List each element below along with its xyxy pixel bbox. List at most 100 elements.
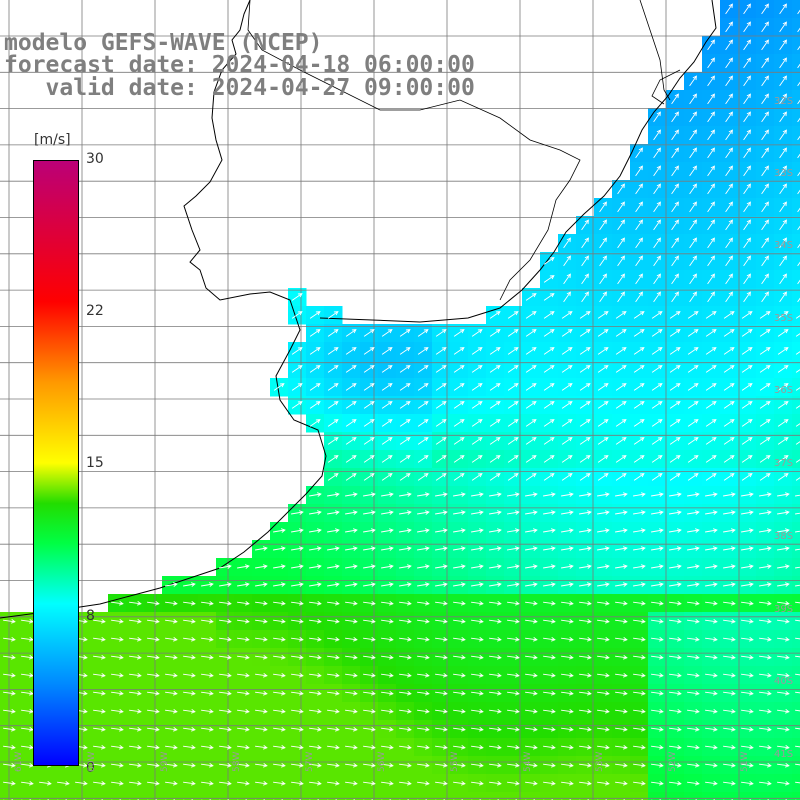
wind-cell: [270, 792, 289, 800]
wind-arrow: [795, 745, 800, 748]
wind-arrow: [327, 637, 340, 642]
wind-arrow: [93, 655, 106, 660]
wind-arrow: [741, 763, 754, 768]
wind-cell: [792, 360, 800, 379]
wind-arrow: [561, 473, 573, 481]
wind-arrow: [525, 383, 537, 391]
wind-arrow: [797, 135, 800, 141]
wind-arrow: [797, 81, 800, 87]
wind-arrow: [255, 637, 268, 642]
wind-arrow: [579, 691, 592, 696]
wind-arrow: [3, 673, 16, 678]
wind-arrow: [489, 437, 501, 445]
wind-arrow: [417, 546, 430, 551]
wind-arrow: [705, 365, 717, 373]
wind-arrow: [489, 329, 501, 337]
wind-arrow: [507, 601, 520, 606]
wind-arrow: [687, 673, 700, 678]
wind-arrow: [417, 510, 430, 515]
wind-arrow: [651, 745, 664, 750]
wind-arrow: [707, 93, 715, 105]
wind-arrow: [327, 673, 340, 678]
wind-arrow: [743, 165, 751, 177]
wind-arrow: [779, 255, 787, 267]
wind-arrow: [633, 546, 646, 551]
wind-arrow: [309, 637, 322, 642]
lon-label: 54W: [523, 751, 533, 772]
wind-arrow: [417, 582, 430, 587]
wind-arrow: [453, 745, 466, 750]
wind-arrow: [797, 171, 800, 177]
wind-arrow: [741, 637, 754, 642]
wind-arrow: [345, 473, 357, 481]
wind-arrow: [399, 437, 411, 445]
wind-arrow: [797, 45, 800, 51]
wind-arrow: [797, 189, 800, 195]
wind-arrow: [597, 311, 609, 319]
wind-arrow: [525, 401, 537, 409]
wind-arrow: [741, 655, 754, 660]
wind-arrow: [579, 510, 592, 515]
wind-arrow: [363, 347, 375, 355]
wind-arrow: [635, 219, 643, 231]
wind-arrow: [435, 564, 448, 569]
wind-arrow: [291, 673, 304, 678]
wind-arrow: [255, 601, 268, 606]
wind-arrow: [669, 655, 682, 660]
lon-label: 51W: [740, 751, 750, 772]
wind-arrow: [669, 311, 681, 319]
wind-arrow: [761, 255, 769, 267]
wind-arrow: [705, 691, 718, 696]
wind-arrow: [327, 329, 339, 337]
wind-arrow: [597, 763, 610, 768]
wind-arrow: [543, 673, 556, 678]
wind-arrow: [761, 3, 769, 15]
wind-arrow: [399, 492, 412, 497]
wind-cell: [612, 792, 631, 800]
wind-arrow: [669, 763, 682, 768]
wind-arrow: [651, 437, 663, 445]
wind-arrow: [327, 437, 339, 445]
wind-arrow: [633, 419, 645, 427]
wind-cell: [396, 792, 415, 800]
wind-arrow: [165, 582, 178, 587]
wind-arrow: [381, 673, 394, 678]
wind-arrow: [777, 347, 789, 355]
wind-arrow: [759, 691, 772, 696]
wind-arrow: [779, 21, 787, 33]
wind-arrow: [633, 727, 646, 732]
wind-cell: [486, 792, 505, 800]
wind-arrow: [777, 709, 790, 714]
wind-cell: [792, 0, 800, 19]
wind-arrow: [795, 459, 800, 463]
wind-cell: [792, 72, 800, 91]
wind-arrow: [777, 473, 789, 481]
wind-arrow: [741, 709, 754, 714]
wind-arrow: [687, 763, 700, 768]
wind-arrow: [345, 528, 358, 533]
wind-arrow: [273, 763, 286, 768]
wind-arrow: [399, 365, 411, 373]
wind-arrow: [93, 727, 106, 732]
wind-arrow: [507, 655, 520, 660]
wind-arrow: [597, 546, 610, 551]
wind-arrow: [507, 763, 520, 768]
wind-arrow: [525, 546, 538, 551]
wind-arrow: [615, 745, 628, 750]
wind-cell: [252, 792, 271, 800]
wind-arrow: [705, 401, 717, 409]
wind-arrow: [201, 763, 214, 768]
wind-arrow: [453, 637, 466, 642]
wind-arrow: [579, 673, 592, 678]
wind-arrow: [759, 619, 772, 624]
wind-arrow: [561, 347, 573, 355]
wind-arrow: [399, 691, 412, 696]
wind-arrow: [471, 745, 484, 750]
wind-arrow: [669, 691, 682, 696]
wind-arrow: [723, 637, 736, 642]
wind-arrow: [363, 637, 376, 642]
wind-arrow: [579, 655, 592, 660]
wind-arrow: [687, 727, 700, 732]
wind-arrow: [689, 165, 697, 177]
wind-arrow: [219, 709, 232, 714]
